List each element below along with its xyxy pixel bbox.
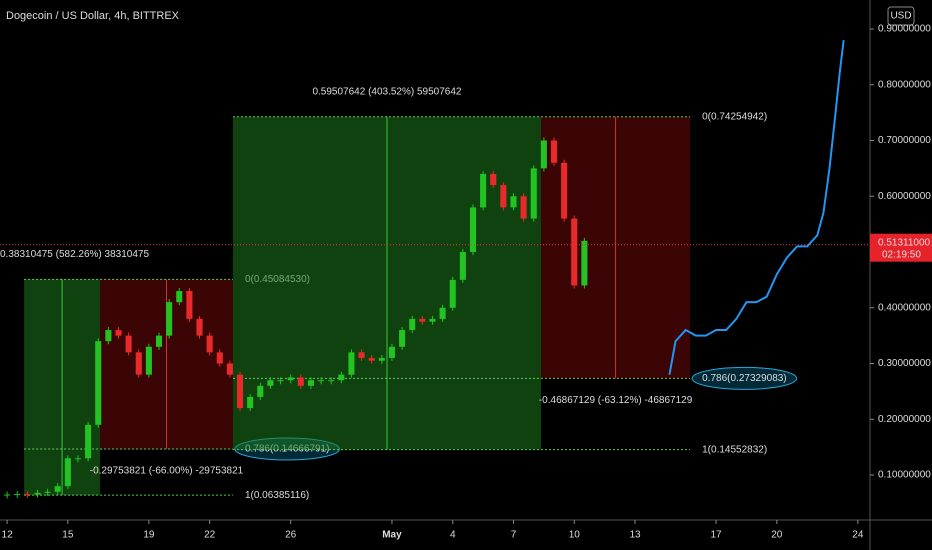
last-price-tag <box>870 233 932 262</box>
x-tick-label: 13 <box>629 530 641 541</box>
candle <box>247 396 254 409</box>
candle <box>44 491 51 493</box>
candle <box>409 318 416 331</box>
countdown: 02:19:50 <box>882 249 921 260</box>
candle <box>388 346 395 358</box>
candle <box>155 335 163 347</box>
x-tick-label: 17 <box>710 530 722 541</box>
candle <box>145 346 152 375</box>
x-tick-label: 15 <box>62 530 74 541</box>
x-tick-label: 20 <box>771 530 783 541</box>
fib-loss-label: -0.29753821 (-66.00%) -29753821 <box>90 466 244 477</box>
candle <box>196 318 203 336</box>
candle <box>419 318 426 322</box>
currency-badge[interactable] <box>887 6 915 26</box>
candle <box>540 140 547 169</box>
candle <box>399 330 406 347</box>
fib-level-label: 0.786(0.27329083) <box>702 373 787 384</box>
candle <box>105 330 112 342</box>
fib-gain-label: 0.38310475 (582.26%) 38310475 <box>0 249 149 260</box>
candle <box>429 318 436 322</box>
candle <box>297 377 304 386</box>
candle <box>85 424 92 459</box>
x-tick-label: 19 <box>143 530 155 541</box>
y-tick-label: 0.10000000 <box>878 470 931 481</box>
candle <box>24 493 31 495</box>
candle <box>95 341 102 425</box>
y-tick-label: 0.90000000 <box>878 24 931 35</box>
candle <box>520 196 527 219</box>
candle <box>550 140 558 163</box>
candle <box>277 380 284 382</box>
fib-level-label: 1(0.14552832) <box>702 444 767 455</box>
candle <box>64 458 71 487</box>
candle <box>469 207 477 252</box>
projection-line <box>668 40 845 375</box>
candle <box>368 357 375 361</box>
candle <box>490 173 497 186</box>
candle <box>186 291 193 319</box>
y-tick-label: 0.60000000 <box>878 191 931 202</box>
x-tick-label: 26 <box>285 530 297 541</box>
x-tick-label: 7 <box>511 530 517 541</box>
y-tick-label: 0.30000000 <box>878 358 931 369</box>
candle <box>267 380 274 386</box>
candle <box>257 385 264 397</box>
candle <box>328 380 335 382</box>
fib-gain-label: 0.59507642 (403.52%) 59507642 <box>312 86 461 97</box>
y-tick-label: 0.80000000 <box>878 79 931 90</box>
candle <box>74 458 82 460</box>
candle <box>125 335 132 353</box>
x-tick-label: 10 <box>569 530 581 541</box>
candle <box>378 357 385 361</box>
candle <box>176 291 183 303</box>
candle <box>561 162 568 219</box>
candle <box>358 352 365 358</box>
chart-title: Dogecoin / US Dollar, 4h, BITTREX <box>6 10 180 22</box>
candle <box>287 377 294 381</box>
fib-level-label: 1(0.06385116) <box>245 490 309 501</box>
currency: USD <box>890 11 911 22</box>
candle <box>571 218 578 286</box>
candle <box>236 374 244 409</box>
candle <box>206 335 213 353</box>
x-tick-label: 4 <box>450 530 456 541</box>
candle <box>135 352 142 375</box>
candle <box>307 380 314 386</box>
candle <box>54 486 61 492</box>
candle <box>34 492 41 495</box>
candle <box>530 168 537 219</box>
x-tick-label: May <box>382 530 402 541</box>
fib-highlight <box>691 366 798 390</box>
candle <box>581 240 588 286</box>
candle <box>480 173 487 208</box>
y-tick-label: 0.20000000 <box>878 414 931 425</box>
candle <box>439 307 446 319</box>
candle <box>226 363 233 375</box>
x-tick-label: 24 <box>852 530 864 541</box>
candle <box>14 493 21 495</box>
candle <box>4 494 11 496</box>
candle <box>166 302 173 336</box>
y-tick-label: 0.70000000 <box>878 135 931 146</box>
candle <box>500 185 507 208</box>
candle <box>216 352 223 364</box>
candle <box>510 196 517 208</box>
candle <box>338 374 345 381</box>
last-price-label: 0.51311000 <box>878 237 931 248</box>
candle <box>449 279 456 308</box>
fib-level-label: 0(0.74254942) <box>702 111 767 122</box>
candle <box>115 330 122 336</box>
candle <box>318 380 325 382</box>
candle <box>348 352 355 375</box>
fib-loss-label: -0.46867129 (-63.12%) -46867129 <box>539 395 693 406</box>
y-tick-label: 0.40000000 <box>878 302 931 313</box>
candle <box>459 251 466 280</box>
x-tick-label: 12 <box>2 530 14 541</box>
x-tick-label: 22 <box>204 530 216 541</box>
